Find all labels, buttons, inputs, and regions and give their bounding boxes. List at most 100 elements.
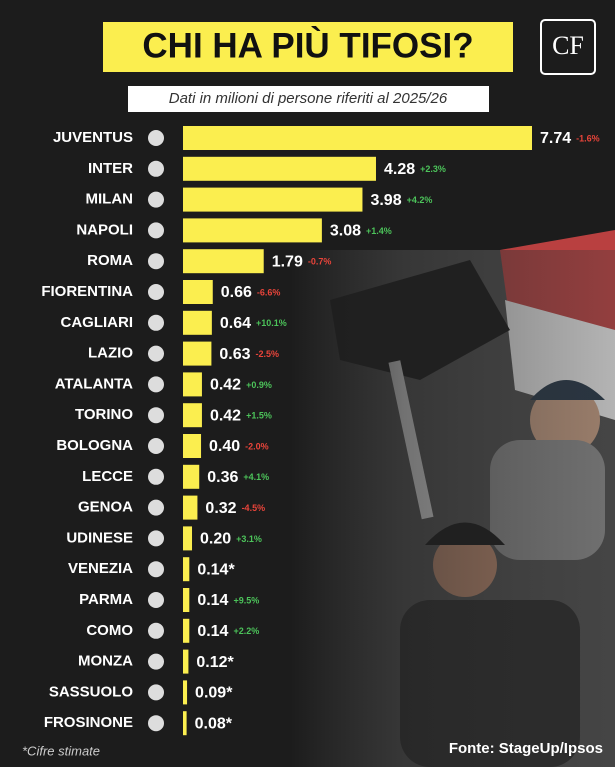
bar: [183, 588, 190, 612]
source: Fonte: StageUp/Ipsos: [449, 740, 603, 757]
team-crest: [148, 284, 164, 300]
team-name: INTER: [88, 160, 133, 177]
bar: [183, 403, 202, 428]
value-label: 0.08*: [195, 715, 233, 732]
value-label: 0.14: [197, 592, 228, 609]
value-label: 0.14: [197, 623, 228, 640]
value-label: 0.42: [210, 407, 241, 424]
value-label: 3.98: [370, 192, 401, 209]
value-label: 0.12*: [196, 654, 234, 671]
team-crest: [148, 438, 164, 454]
change-label: +1.5%: [246, 411, 272, 421]
bar: [183, 280, 213, 304]
team-name: ATALANTA: [55, 375, 133, 392]
team-crest: [148, 130, 164, 146]
subtitle: Dati in milioni di persone riferiti al 2…: [169, 90, 448, 107]
team-name: VENEZIA: [68, 560, 133, 577]
team-crest: [148, 253, 164, 270]
team-name: ROMA: [87, 252, 133, 269]
team-name: MILAN: [86, 191, 134, 208]
value-label: 0.63: [219, 346, 250, 363]
change-label: +3.1%: [236, 534, 262, 544]
subtitle-box: [128, 86, 489, 112]
team-crest: [148, 653, 164, 670]
value-label: 0.66: [221, 284, 252, 301]
change-label: -1.6%: [576, 133, 600, 143]
team-crest: [148, 592, 164, 608]
value-label: 3.08: [330, 223, 361, 240]
bar: [183, 464, 200, 489]
team-name: CAGLIARI: [61, 314, 134, 331]
value-label: 0.32: [205, 500, 236, 517]
change-label: +10.1%: [256, 318, 287, 328]
bar: [183, 526, 193, 551]
team-name: NAPOLI: [76, 221, 133, 238]
team-crest: [148, 468, 164, 485]
team-name: JUVENTUS: [53, 129, 133, 146]
bar: [183, 310, 212, 335]
bar: [183, 680, 188, 705]
bar: [183, 372, 202, 397]
team-crest: [148, 376, 164, 393]
team-crest: [148, 622, 164, 639]
change-label: +1.4%: [366, 226, 392, 236]
team-name: COMO: [86, 622, 133, 639]
change-label: +2.2%: [233, 626, 259, 636]
bar: [183, 618, 190, 643]
value-label: 1.79: [272, 253, 303, 270]
bar: [183, 126, 532, 150]
team-name: TORINO: [75, 406, 133, 423]
value-label: 0.09*: [195, 685, 233, 702]
value-label: 0.64: [220, 315, 251, 332]
title-box: [103, 22, 513, 72]
change-label: -2.0%: [245, 441, 269, 451]
team-crest: [148, 191, 164, 208]
value-label: 0.36: [207, 469, 238, 486]
change-label: +2.3%: [420, 164, 446, 174]
change-label: -6.6%: [257, 287, 281, 297]
team-crest: [148, 684, 164, 701]
team-name: FROSINONE: [44, 714, 133, 731]
team-crest: [148, 530, 164, 547]
team-name: GENOA: [78, 499, 133, 516]
team-crest: [148, 222, 164, 239]
team-name: SASSUOLO: [49, 683, 134, 700]
team-crest: [148, 345, 164, 362]
team-name: LAZIO: [88, 345, 133, 362]
bar: [183, 249, 264, 274]
team-name: FIORENTINA: [41, 283, 133, 300]
logo: CF: [552, 31, 584, 60]
bar: [183, 711, 187, 736]
team-crest: [148, 314, 164, 331]
team-crest: [148, 160, 164, 177]
team-crest: [148, 407, 164, 424]
change-label: -4.5%: [242, 503, 266, 513]
team-crest: [148, 499, 164, 516]
photo: [290, 230, 615, 767]
change-label: -0.7%: [308, 257, 332, 267]
team-name: PARMA: [79, 591, 133, 608]
team-crest: [148, 715, 164, 732]
bar: [183, 156, 376, 181]
value-label: 7.74: [540, 130, 571, 147]
bar: [183, 187, 363, 212]
value-label: 4.28: [384, 161, 415, 178]
value-label: 0.40: [209, 438, 240, 455]
team-crest: [148, 561, 164, 578]
bar: [183, 557, 190, 582]
bar: [183, 649, 189, 674]
bar: [183, 218, 322, 243]
value-label: 0.20: [200, 531, 231, 548]
change-label: +0.9%: [246, 380, 272, 390]
change-label: +4.1%: [243, 472, 269, 482]
bar: [183, 434, 202, 458]
logo-box: [540, 19, 596, 75]
team-name: MONZA: [78, 653, 133, 670]
change-label: -2.5%: [256, 349, 280, 359]
bar: [183, 495, 198, 520]
change-label: +9.5%: [233, 595, 259, 605]
bar: [183, 341, 212, 366]
team-name: UDINESE: [66, 529, 133, 546]
change-label: +4.2%: [407, 195, 433, 205]
